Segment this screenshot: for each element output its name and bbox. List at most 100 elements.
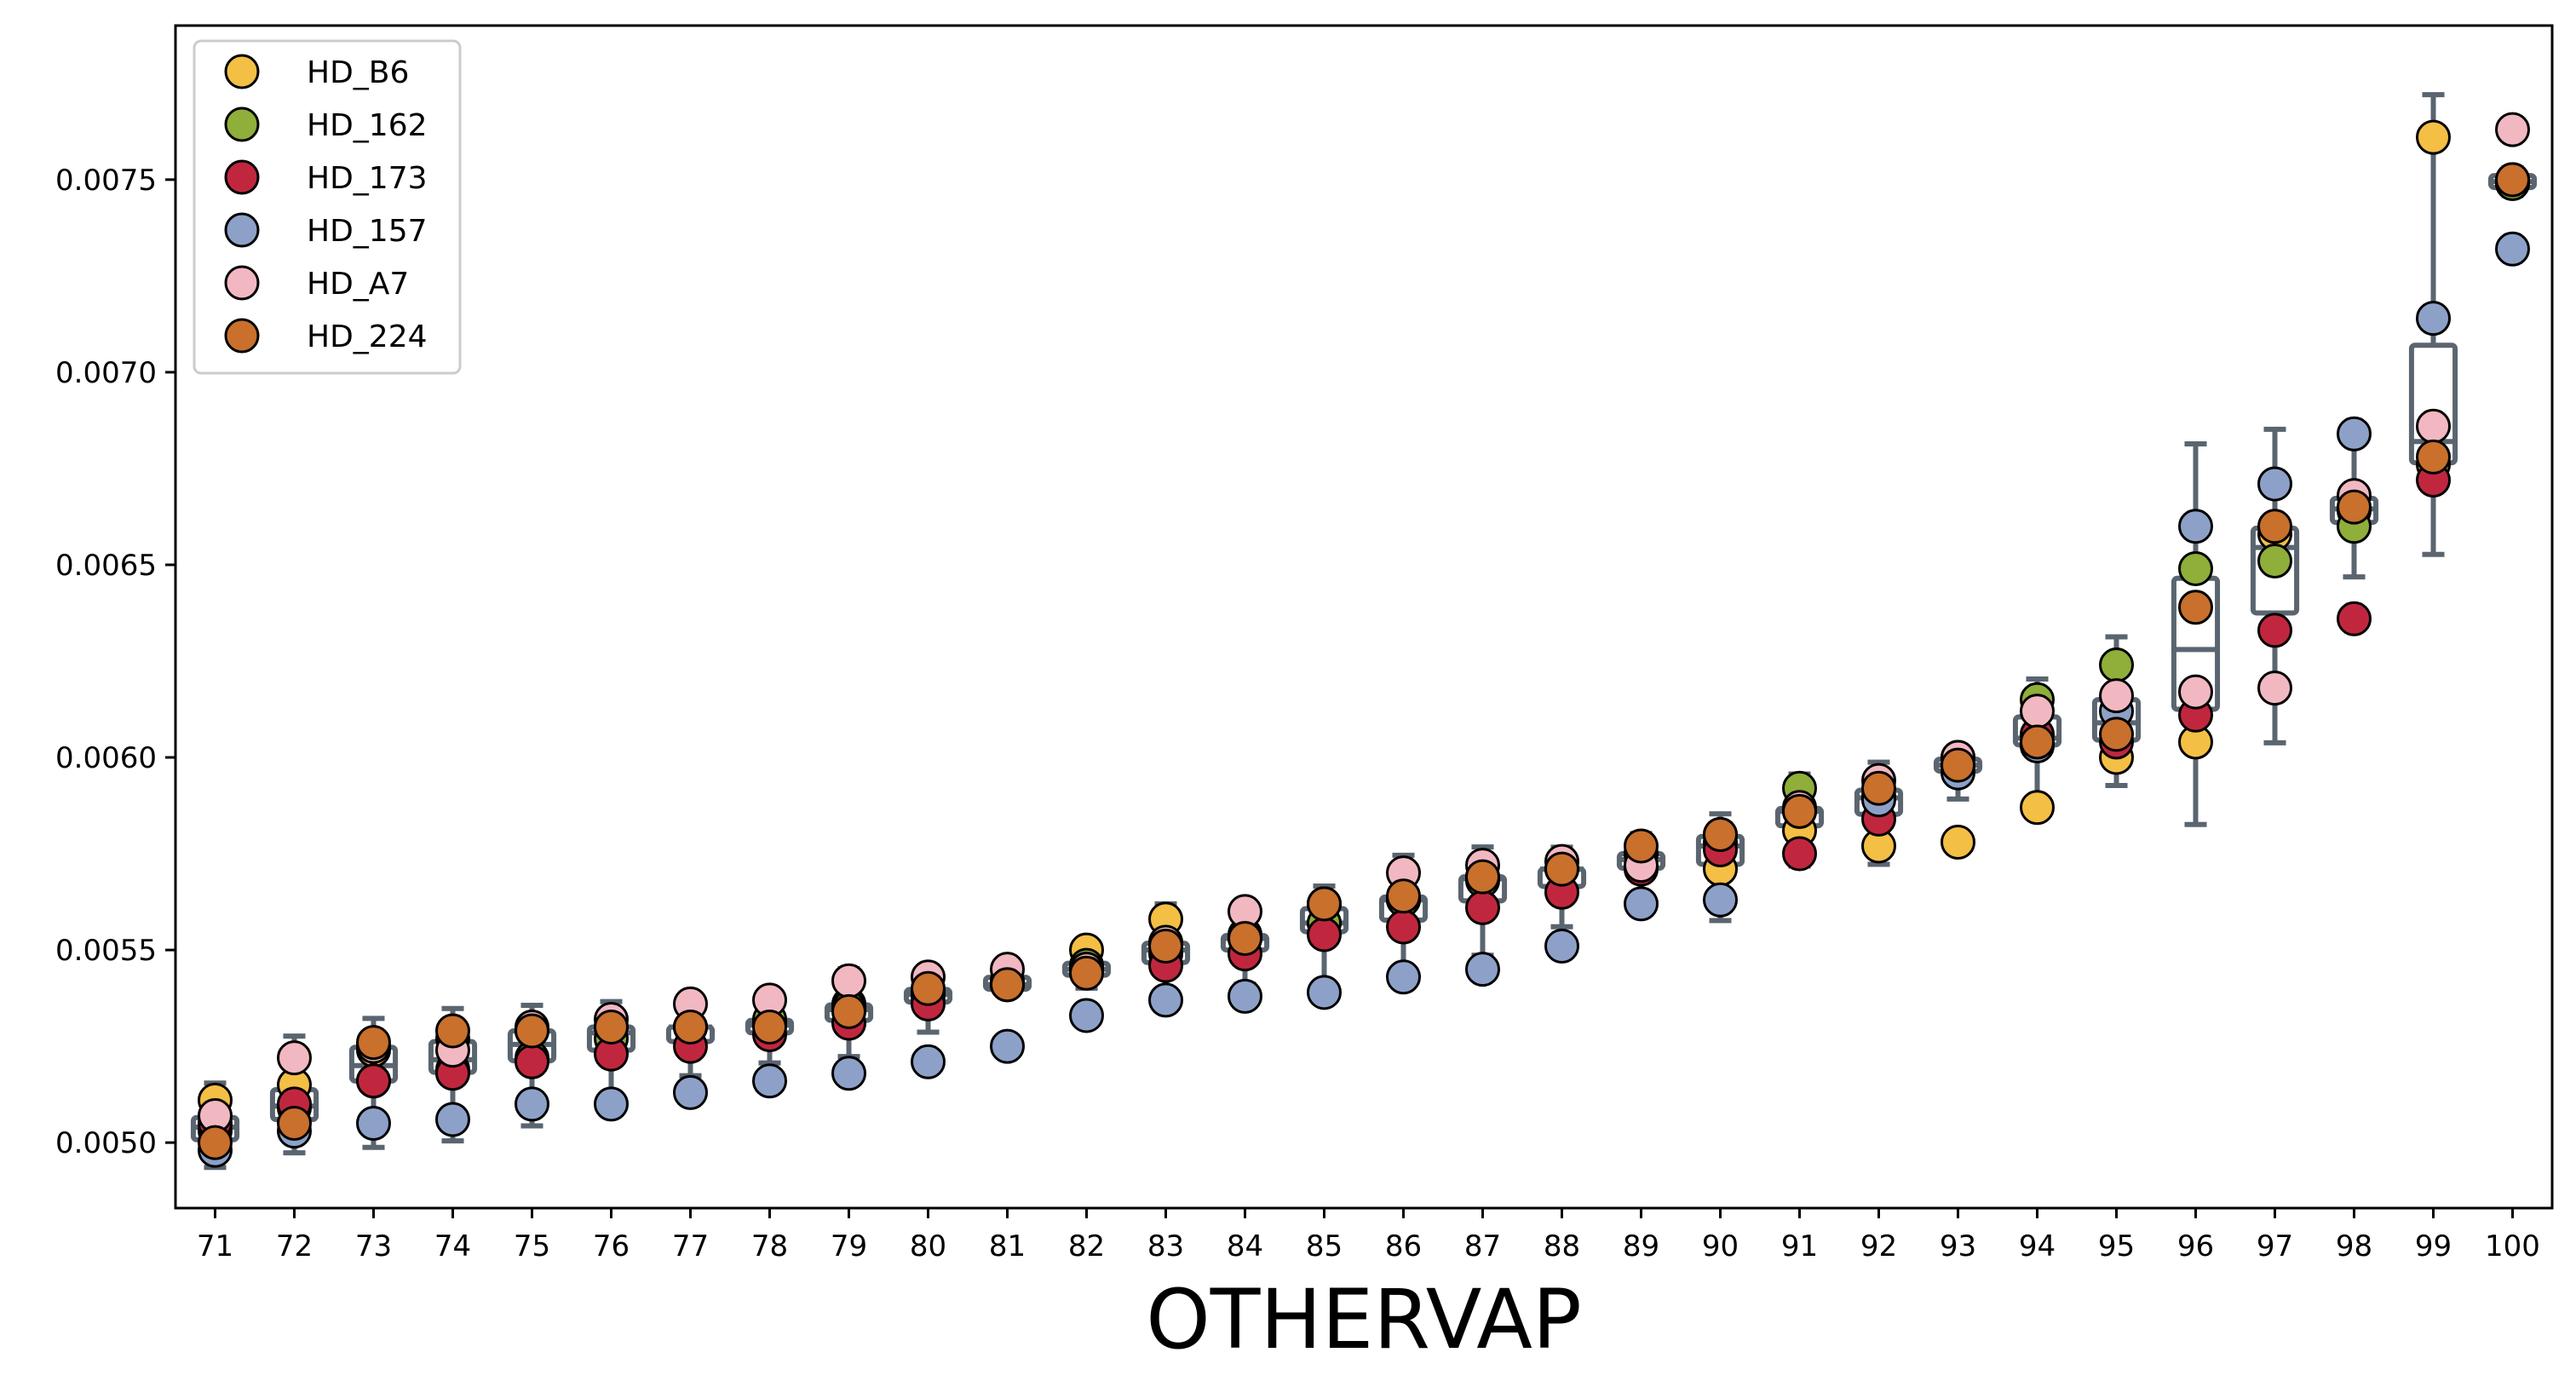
x-tick-label: 80 [910,1229,946,1263]
point [594,1086,629,1122]
y-tick-label: 0.0055 [55,934,157,968]
y-axis: 0.0050 0.0055 0.0060 0.0065 0.0070 0.0075 [55,164,175,1160]
point [1861,770,1896,806]
x-tick-label: 86 [1385,1229,1422,1263]
x-tick-label: 81 [989,1229,1026,1263]
x-tick-label: 94 [2019,1229,2056,1263]
x-tick-label: 99 [2415,1229,2452,1263]
point [673,1074,708,1110]
point [2416,408,2451,444]
point [1465,889,1500,925]
y-tick-label: 0.0070 [55,356,157,390]
point [435,1102,470,1137]
point [2020,694,2055,729]
point [1941,824,1975,860]
legend-marker [224,265,260,301]
x-tick-label: 92 [1860,1229,1897,1263]
data-points [198,112,2530,1168]
x-tick-label: 78 [751,1229,788,1263]
x-tick-label: 98 [2336,1229,2372,1263]
point [1465,952,1500,987]
legend-label: HD_A7 [307,267,409,302]
point [1624,886,1659,922]
legend-label: HD_157 [307,214,428,249]
series-HD_157 [198,231,2530,1168]
boxplots [190,92,2538,1171]
point [356,1106,391,1142]
point [2337,601,2372,636]
point [2099,717,2134,752]
point [1544,929,1579,964]
point [1307,917,1342,952]
series-HD_224 [198,162,2530,1160]
point [2178,509,2213,544]
point [594,1010,629,1045]
point [2020,790,2055,826]
x-tick-label: 77 [672,1229,709,1263]
legend-marker [224,159,260,195]
x-tick-label: 100 [2485,1229,2540,1263]
point [752,1010,787,1045]
point [1782,793,1817,829]
x-tick-label: 95 [2098,1229,2135,1263]
y-tick-label: 0.0050 [55,1126,157,1160]
point [2257,509,2292,544]
point [2337,416,2372,452]
point [515,1086,549,1122]
point [2416,119,2451,155]
y-tick-label: 0.0075 [55,164,157,198]
x-tick-label: 93 [1940,1229,1976,1263]
point [1307,886,1342,922]
point [831,963,866,999]
point [1386,878,1421,914]
legend-marker [224,106,260,142]
x-axis-label: OTHERVAP [1146,1272,1582,1367]
x-tick-label: 73 [355,1229,392,1263]
legend-label: HD_162 [307,108,428,143]
point [2257,466,2292,502]
x-tick-label: 76 [593,1229,630,1263]
point [356,1063,391,1099]
point [1228,978,1262,1014]
x-axis: 71 72 73 74 75 76 77 78 79 80 81 82 83 84 85 86 87 88 89 90… [197,1208,2540,1263]
boxplot [2171,440,2221,827]
point [356,1025,391,1061]
x-tick-label: 72 [276,1229,313,1263]
point [2099,647,2134,683]
x-tick-label: 74 [434,1229,471,1263]
point [1624,828,1659,864]
x-tick-label: 85 [1306,1229,1343,1263]
x-tick-label: 89 [1623,1229,1659,1263]
point [198,1125,233,1160]
plot-frame [174,24,2554,1210]
x-tick-label: 71 [197,1229,233,1263]
point [277,1106,312,1142]
point [1148,982,1183,1018]
legend-marker [224,54,260,89]
point [1386,909,1421,945]
point [2257,543,2292,578]
point [1941,747,1975,783]
legend-marker [224,318,260,354]
x-tick-label: 75 [514,1229,550,1263]
point [2099,678,2134,714]
point [1703,882,1738,918]
x-tick-label: 83 [1147,1229,1184,1263]
point [2178,674,2213,710]
point [1069,998,1104,1033]
y-tick-label: 0.0065 [55,549,157,583]
point [1148,929,1183,964]
point [1386,959,1421,995]
legend-label: HD_B6 [307,55,409,90]
point [911,970,946,1006]
point [2337,489,2372,525]
point [1465,859,1500,895]
point [1228,921,1262,957]
legend: HD_B6 HD_162 HD_173 HD_157 HD_A7 HD_224 [193,39,462,375]
point [2257,670,2292,706]
x-tick-label: 84 [1227,1229,1263,1263]
point [990,967,1025,1003]
point [673,1010,708,1045]
point [435,1013,470,1049]
